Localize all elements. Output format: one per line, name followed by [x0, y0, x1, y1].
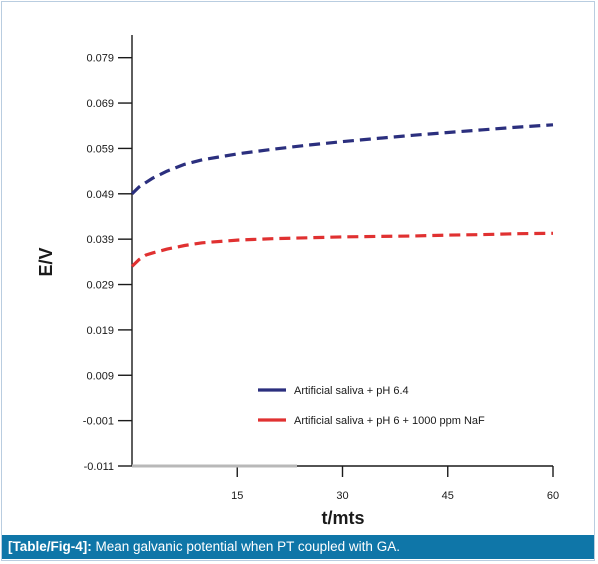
x-tick-label: 45	[442, 490, 454, 502]
x-tick-label: 30	[336, 490, 348, 502]
y-tick-label: 0.029	[86, 280, 114, 292]
y-axis-ticks: -0.011 -0.001 0.009 0.019 0.029 0.039 0.049 0.0…	[83, 53, 132, 473]
x-tick-label: 60	[547, 490, 559, 502]
line-chart: -0.011 -0.001 0.009 0.019 0.029 0.039 0.049 0.0…	[36, 35, 559, 528]
series-line-2	[130, 231, 554, 268]
series-lines	[130, 123, 554, 268]
y-tick-label: 0.079	[86, 53, 114, 65]
y-tick-label: 0.009	[86, 370, 114, 382]
caption-label: [Table/Fig-4]:	[8, 539, 92, 554]
y-tick-label: 0.069	[86, 98, 114, 110]
legend: Artificial saliva + pH 6.4 Artificial sal…	[258, 385, 485, 427]
y-tick-label: -0.001	[83, 416, 114, 428]
y-tick-label: 0.049	[86, 189, 114, 201]
x-axis-title: t/mts	[321, 508, 364, 528]
x-tick-label: 15	[231, 490, 243, 502]
y-tick-label: 0.059	[86, 143, 114, 155]
legend-label-2: Artificial saliva + pH 6 + 1000 ppm NaF	[294, 415, 485, 427]
x-axis-ticks: 15 30 45 60	[231, 466, 559, 502]
y-axis-title: E/V	[36, 247, 56, 276]
series-line-1	[130, 123, 554, 195]
y-tick-label: 0.019	[86, 325, 114, 337]
caption-text: Mean galvanic potential when PT coupled …	[95, 539, 400, 554]
legend-label-1: Artificial saliva + pH 6.4	[294, 385, 409, 397]
figure-caption: [Table/Fig-4]: Mean galvanic potential w…	[2, 535, 594, 559]
y-tick-label: 0.039	[86, 234, 114, 246]
y-tick-label: -0.011	[84, 461, 114, 473]
